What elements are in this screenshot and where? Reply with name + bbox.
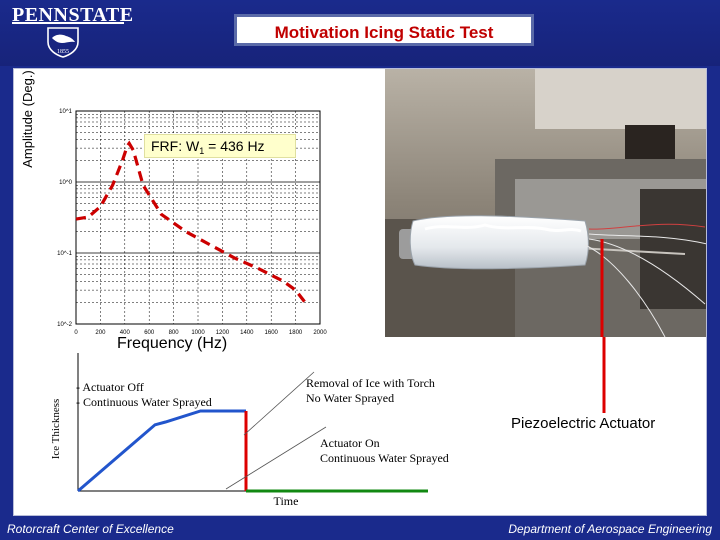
frf-x-tick-label: 2000 xyxy=(313,330,327,336)
thickness-series-actuator-off xyxy=(77,409,246,493)
frf-x-tick-label: 1800 xyxy=(289,330,303,336)
frf-y-tick-label: 10^0 xyxy=(59,180,72,186)
frf-y-tick-label: 10^-1 xyxy=(57,251,72,257)
legend-actuator-off: - Actuator Off xyxy=(76,380,144,394)
test-rig-photo xyxy=(385,69,706,337)
frf-x-tick-label: 600 xyxy=(144,330,155,336)
annotation-removal-line1: Removal of Ice with Torch xyxy=(306,376,435,390)
frf-x-tick-label: 400 xyxy=(120,330,131,336)
frf-x-tick-label: 0 xyxy=(74,330,78,336)
thickness-y-axis-label: Ice Thickness xyxy=(50,399,62,460)
frf-x-tick-label: 800 xyxy=(169,330,180,336)
frf-callout-prefix: FRF: W xyxy=(151,138,200,154)
header-band: PENNSTATE 1855 Motivation Icing Static T… xyxy=(0,0,720,66)
frf-x-tick-label: 200 xyxy=(95,330,106,336)
penn-state-logo: PENNSTATE xyxy=(12,4,134,26)
footer-right: Department of Aerospace Engineering xyxy=(508,522,712,536)
frf-y-tick-label: 10^1 xyxy=(59,109,72,115)
annotation-removal-line2: No Water Sprayed xyxy=(306,391,394,405)
slide-title: Motivation Icing Static Test xyxy=(274,23,494,42)
content-area: 0 200 400 600 800 1000 1200 1400 1600 1800 2000 10^… xyxy=(13,68,707,516)
frf-x-axis-label: Frequency (Hz) xyxy=(117,335,228,352)
frf-callout-suffix: = 436 Hz xyxy=(204,138,265,154)
on-annotation-leader xyxy=(225,426,327,490)
thickness-x-axis-label: Time xyxy=(274,494,299,508)
logo-year: 1855 xyxy=(57,49,69,55)
frf-x-tick-label: 1000 xyxy=(191,330,205,336)
frf-callout: FRF: W1 = 436 Hz xyxy=(144,134,296,158)
title-box: Motivation Icing Static Test xyxy=(234,14,534,46)
legend-water-sprayed: - Continuous Water Sprayed xyxy=(76,395,212,409)
frf-x-tick-label: 1600 xyxy=(265,330,279,336)
footer-left: Rotorcraft Center of Excellence xyxy=(7,522,174,536)
frf-x-tick-label: 1400 xyxy=(240,330,254,336)
frf-y-axis-label: Amplitude (Deg.) xyxy=(20,70,35,168)
actuator-pointer-line xyxy=(602,337,606,413)
frf-y-tick-label: 10^-2 xyxy=(57,322,72,328)
piezo-actuator-label: Piezoelectric Actuator xyxy=(511,415,656,432)
removal-annotation-leader xyxy=(243,371,315,436)
annotation-on-line1: Actuator On xyxy=(320,436,380,450)
nittany-shield-icon: 1855 xyxy=(47,27,79,58)
frf-x-tick-label: 1200 xyxy=(216,330,230,336)
logo-rule xyxy=(12,22,124,24)
ice-thickness-plot: Ice Thickness Time - Actuator Off- Continu… xyxy=(50,353,449,508)
frf-callout-subscript: 1 xyxy=(199,146,205,156)
frf-plot: 0 200 400 600 800 1000 1200 1400 1600 1800 2000 10^… xyxy=(57,109,327,336)
annotation-on-line2: Continuous Water Sprayed xyxy=(320,451,449,465)
